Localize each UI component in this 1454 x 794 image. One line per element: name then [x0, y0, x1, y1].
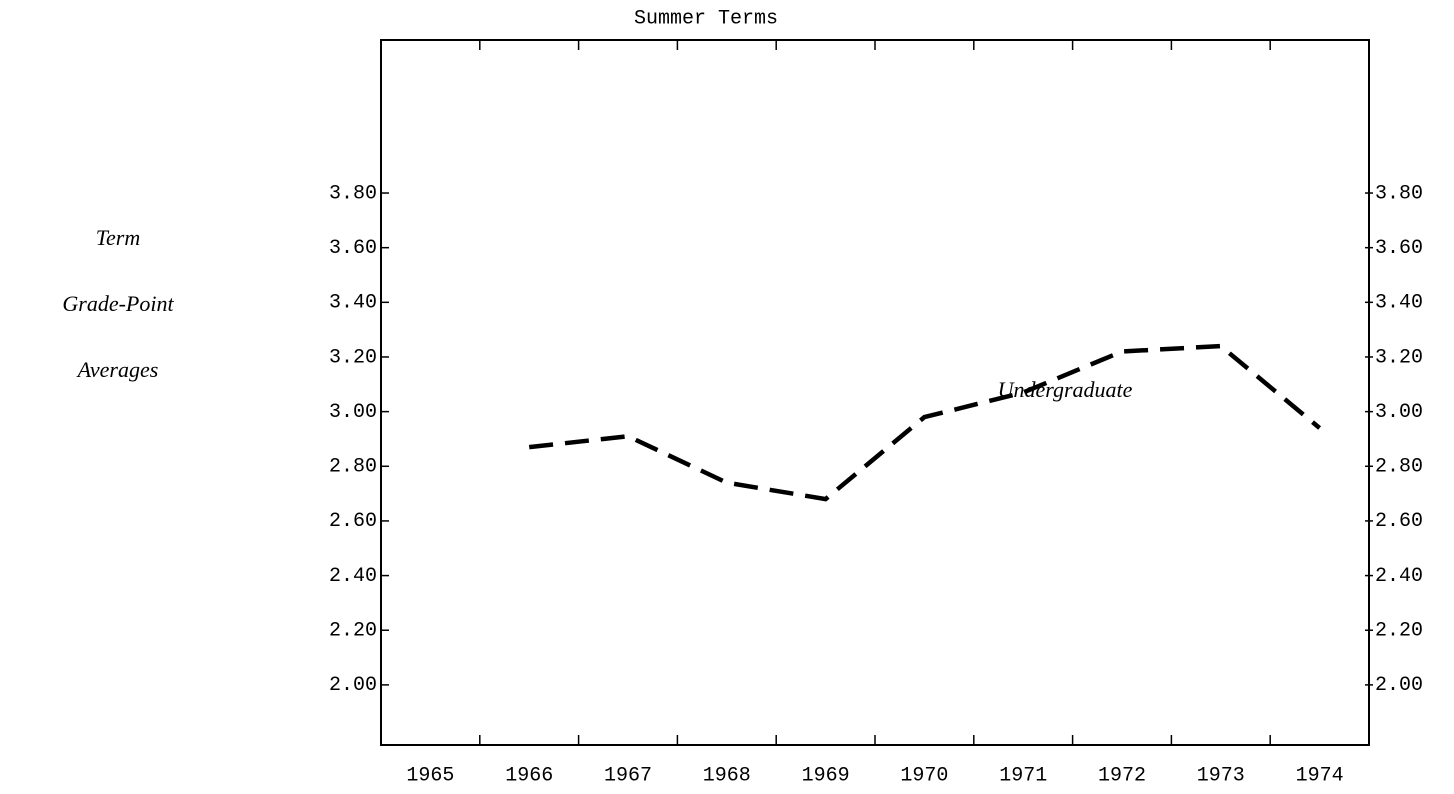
y-tick-label-right: 2.40	[1375, 565, 1423, 588]
y-tick-label: 3.80	[329, 182, 377, 205]
y-tick-label: 2.80	[329, 456, 377, 479]
y-tick-label-right: 3.80	[1375, 182, 1423, 205]
y-tick-label: 3.20	[329, 346, 377, 369]
x-tick-label: 1972	[1098, 764, 1146, 787]
y-tick-label-right: 3.20	[1375, 346, 1423, 369]
x-tick-label: 1973	[1197, 764, 1245, 787]
y-tick-label: 3.60	[329, 237, 377, 260]
y-tick-label-right: 2.20	[1375, 620, 1423, 643]
y-tick-label: 2.20	[329, 620, 377, 643]
y-axis-label: Grade-Point	[62, 291, 174, 316]
x-tick-label: 1968	[703, 764, 751, 787]
y-axis-label: Averages	[76, 357, 159, 382]
x-tick-label: 1966	[505, 764, 553, 787]
y-tick-label-right: 3.40	[1375, 292, 1423, 315]
y-tick-label: 2.60	[329, 510, 377, 533]
y-tick-label-right: 3.60	[1375, 237, 1423, 260]
series-line	[528, 343, 1322, 502]
x-tick-label: 1970	[900, 764, 948, 787]
plot-frame	[380, 39, 1370, 746]
y-tick-label-right: 2.60	[1375, 510, 1423, 533]
chart-title: Summer Terms	[634, 7, 778, 30]
x-tick-label: 1971	[999, 764, 1047, 787]
y-tick-label-right: 2.00	[1375, 674, 1423, 697]
y-tick-label: 3.00	[329, 401, 377, 424]
y-tick-label-right: 3.00	[1375, 401, 1423, 424]
y-tick-label: 2.00	[329, 674, 377, 697]
y-tick-label-right: 2.80	[1375, 456, 1423, 479]
x-tick-label: 1974	[1296, 764, 1344, 787]
x-tick-label: 1967	[604, 764, 652, 787]
y-tick-label: 2.40	[329, 565, 377, 588]
y-axis-label: Term	[96, 225, 140, 250]
x-tick-label: 1965	[406, 764, 454, 787]
y-tick-label: 3.40	[329, 292, 377, 315]
x-tick-label: 1969	[802, 764, 850, 787]
series-annotation: Undergraduate	[998, 377, 1133, 402]
